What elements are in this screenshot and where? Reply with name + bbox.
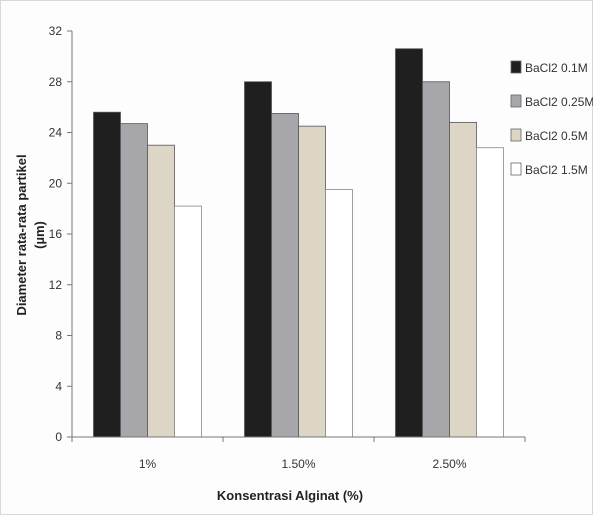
y-tick-label: 20 bbox=[49, 176, 63, 190]
y-tick-label: 12 bbox=[49, 278, 63, 292]
bar bbox=[174, 205, 202, 438]
x-tick-label: 2.50% bbox=[432, 457, 466, 471]
y-tick-label: 0 bbox=[55, 430, 62, 444]
bar bbox=[449, 121, 477, 438]
y-axis-title-line2: (µm) bbox=[32, 221, 47, 249]
y-tick-label: 24 bbox=[49, 126, 63, 140]
y-tick-label: 4 bbox=[55, 379, 62, 393]
legend-label: BaCl2 1.5M bbox=[525, 163, 588, 177]
y-tick-label: 32 bbox=[49, 24, 63, 38]
x-axis-title: Konsentrasi Alginat (%) bbox=[217, 488, 363, 503]
y-axis-title-line1: Diameter rata-rata partikel bbox=[14, 154, 29, 315]
x-tick-label: 1% bbox=[139, 457, 157, 471]
bar bbox=[422, 81, 450, 438]
legend-swatch bbox=[510, 94, 522, 108]
bar bbox=[271, 113, 299, 438]
y-axis-title: Diameter rata-rata partikel (µm) bbox=[14, 154, 47, 315]
legend-label: BaCl2 0.25M bbox=[525, 95, 593, 109]
bar bbox=[325, 189, 353, 438]
bar bbox=[93, 111, 121, 438]
x-axis: 1% 1.50% 2.50% bbox=[71, 436, 526, 471]
bar bbox=[244, 81, 272, 438]
legend-swatch bbox=[510, 162, 522, 176]
bar bbox=[298, 125, 326, 438]
legend-swatch bbox=[510, 60, 522, 74]
legend: BaCl2 0.1M BaCl2 0.25M BaCl2 0.5M BaCl2 1.5… bbox=[510, 60, 593, 177]
legend-label: BaCl2 0.1M bbox=[525, 61, 588, 75]
bars bbox=[93, 48, 504, 438]
bar bbox=[476, 147, 504, 438]
y-axis: 0 4 8 12 16 20 24 28 32 bbox=[49, 24, 73, 444]
y-tick-label: 8 bbox=[55, 329, 62, 343]
bar bbox=[395, 48, 423, 438]
bar bbox=[147, 144, 175, 438]
y-tick-label: 28 bbox=[49, 75, 63, 89]
x-tick-label: 1.50% bbox=[281, 457, 315, 471]
bar bbox=[120, 123, 148, 438]
legend-swatch bbox=[510, 128, 522, 142]
legend-label: BaCl2 0.5M bbox=[525, 129, 588, 143]
y-tick-label: 16 bbox=[49, 227, 63, 241]
